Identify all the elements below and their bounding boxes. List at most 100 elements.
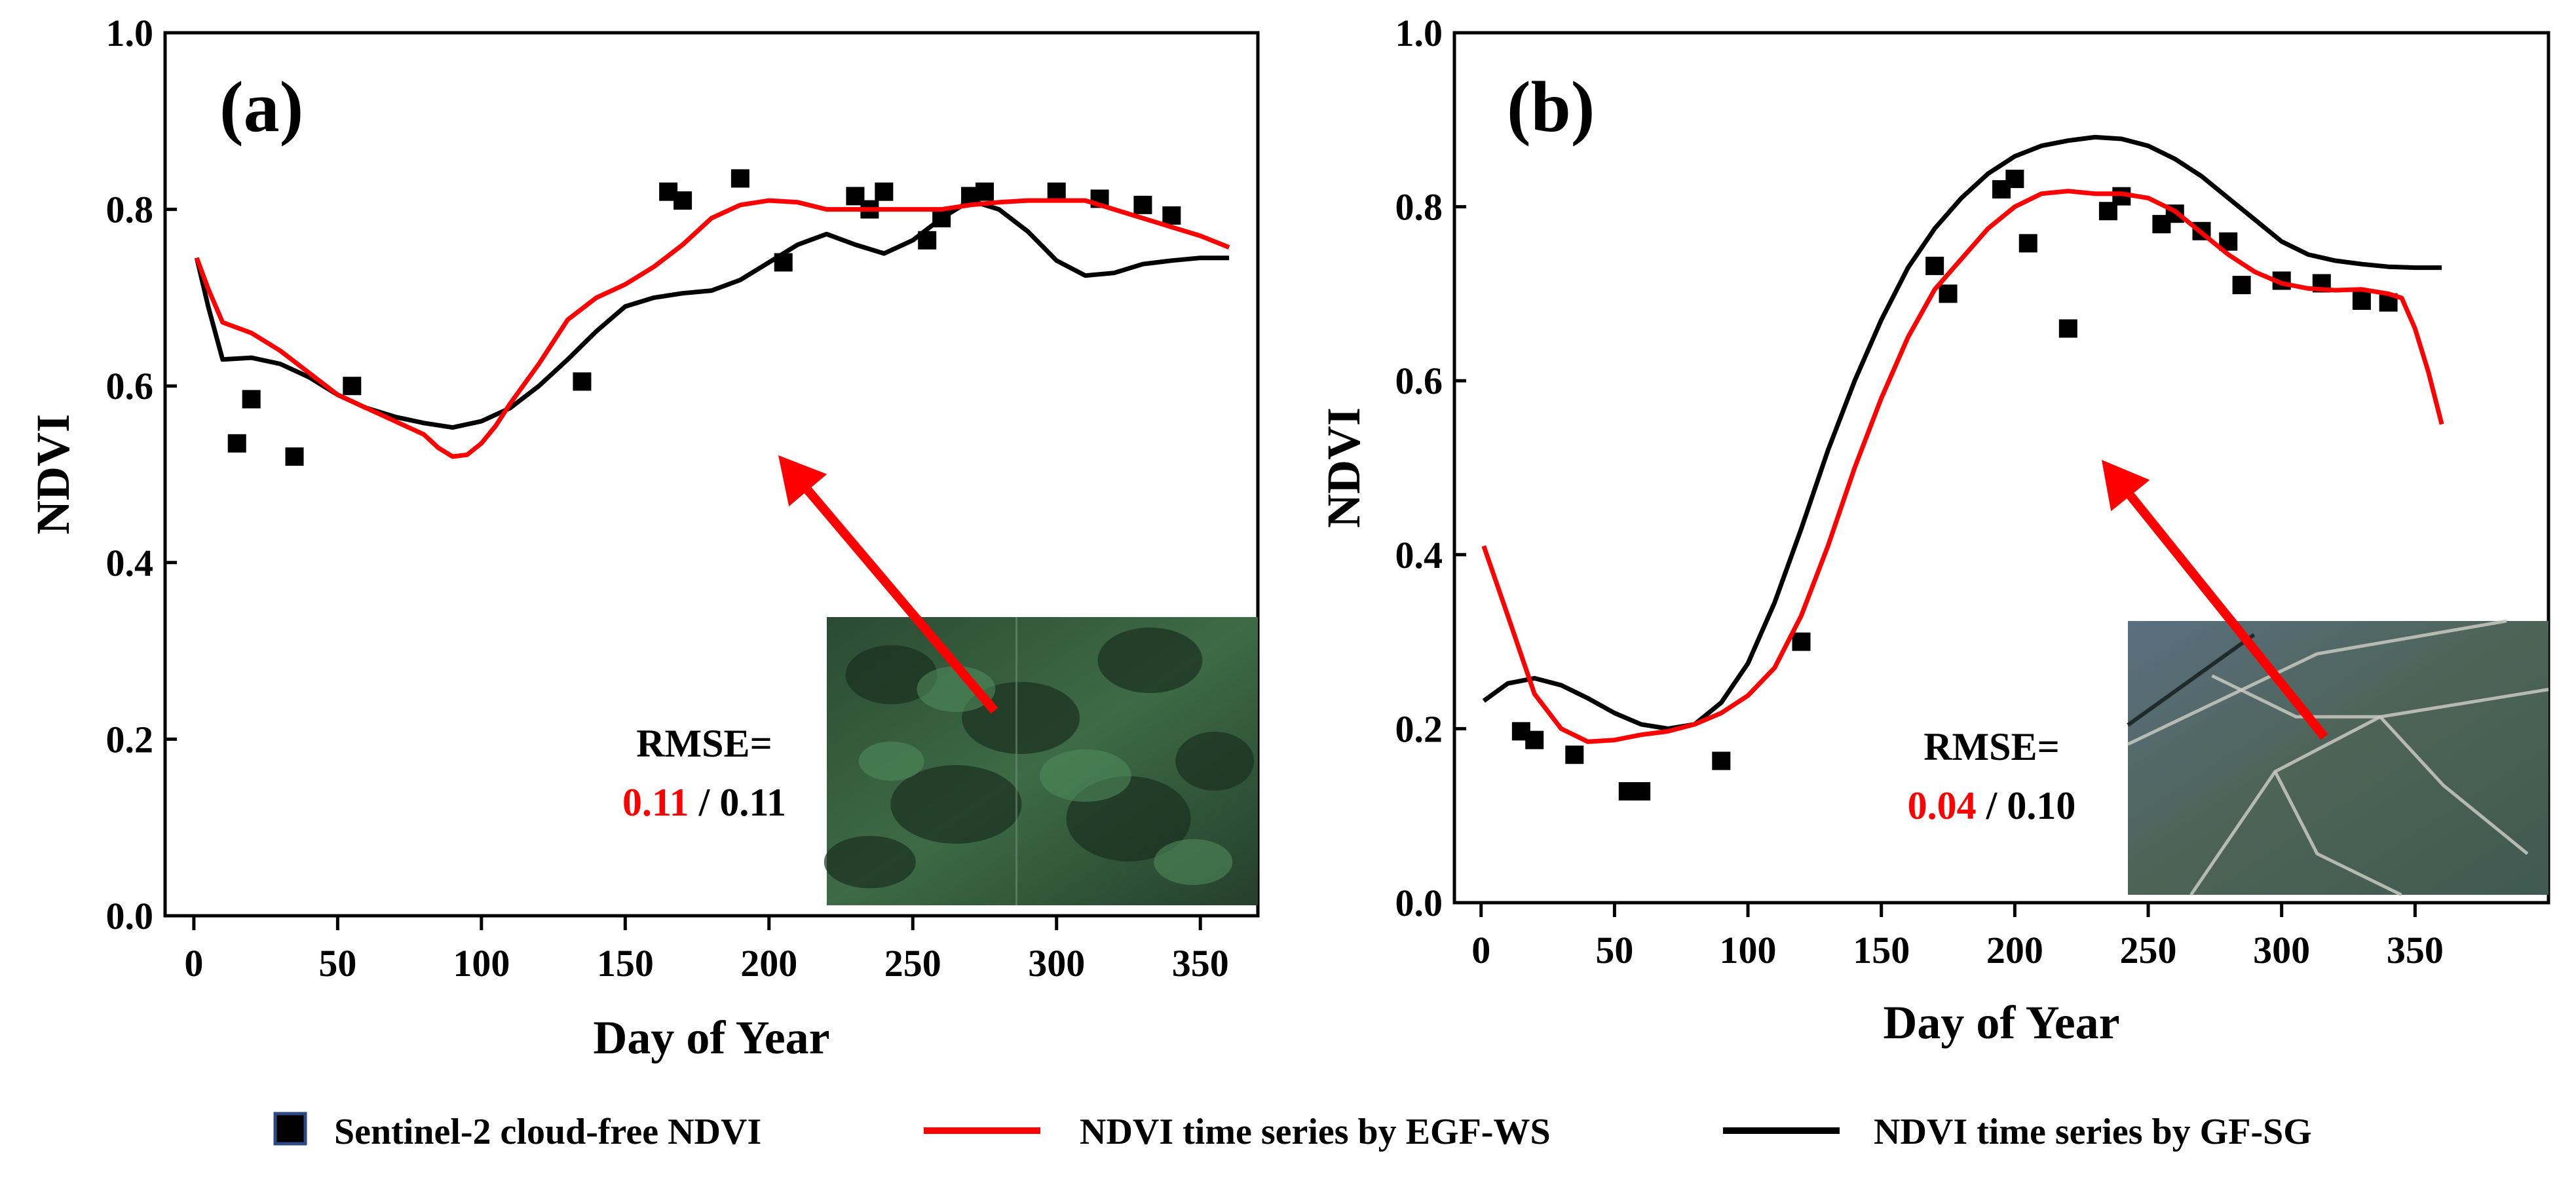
x-tick-label: 50 (318, 942, 356, 985)
plot-frame (1452, 31, 2550, 905)
x-tick-label: 350 (1172, 942, 1229, 985)
scatter-point (1047, 182, 1066, 201)
scatter-point (2352, 292, 2371, 310)
panel-label: (b) (1507, 67, 1595, 147)
inset-canopy (1154, 839, 1233, 885)
inset-shadow (845, 645, 938, 704)
rmse-values: 0.11 / 0.11 (622, 781, 786, 824)
scatter-point (2058, 319, 2077, 338)
series-line-egf-ws (1481, 189, 2444, 744)
rmse-separator: / (689, 781, 720, 824)
scatter-point (975, 182, 994, 201)
y-axis-label: NDVI (1317, 407, 1370, 528)
scatter-point (673, 191, 692, 210)
y-tick-label: 1.0 (106, 12, 154, 54)
scatter-point (730, 169, 749, 188)
y-tick-label: 0.2 (1395, 707, 1443, 750)
y-tick-label: 0.8 (1395, 186, 1443, 229)
plot-frame (163, 31, 1260, 918)
x-tick-label: 50 (1595, 929, 1633, 971)
x-tick-label: 250 (884, 942, 941, 985)
x-tick-label: 200 (740, 942, 797, 985)
scatter-point (875, 182, 894, 201)
legend-marker-sentinel (273, 1112, 307, 1146)
y-tick-label: 0.2 (106, 718, 154, 761)
rmse-separator: / (1977, 784, 2007, 827)
scatter-point (2005, 170, 2024, 189)
y-tick-label: 1.0 (1395, 12, 1443, 54)
rmse-values: 0.04 / 0.10 (1908, 784, 2076, 827)
annotation-arrow (2127, 493, 2328, 740)
legend-label: NDVI time series by GF-SG (1874, 1112, 2312, 1152)
cropland-satellite-inset (2127, 619, 2549, 897)
series-line-gf-sg (1482, 134, 2442, 731)
inset-road (2273, 770, 2402, 897)
x-tick-label: 300 (2253, 929, 2310, 971)
scatter-point (573, 372, 592, 391)
rmse-egf-ws: 0.04 (1908, 784, 1977, 827)
rmse-label: RMSE= (636, 722, 772, 765)
scatter-point (1133, 195, 1152, 214)
scatter-point (285, 447, 304, 466)
x-tick-label: 250 (2120, 929, 2177, 971)
y-tick-label: 0.8 (106, 189, 154, 231)
inset-shadow (824, 836, 916, 888)
inset-canopy (858, 742, 924, 781)
scatter-point (1925, 256, 1944, 275)
x-axis-label: Day of Year (1883, 996, 2119, 1049)
legend: Sentinel-2 cloud-free NDVI NDVI time seri… (273, 1112, 2312, 1152)
x-tick-label: 0 (1471, 929, 1490, 971)
x-tick-label: 0 (184, 942, 203, 985)
scatter-point (2018, 234, 2037, 253)
annotation-arrow (804, 487, 998, 714)
y-tick-label: 0.6 (106, 365, 154, 407)
y-axis-label: NDVI (27, 414, 79, 535)
scatter-point (1939, 284, 1958, 303)
scatter-point (2232, 276, 2251, 295)
rmse-egf-ws: 0.11 (622, 781, 689, 824)
x-tick-label: 100 (1720, 929, 1777, 971)
inset-track (2127, 633, 2256, 727)
series-line-egf-ws (195, 198, 1230, 459)
legend-label: Sentinel-2 cloud-free NDVI (334, 1112, 761, 1152)
rmse-label: RMSE= (1923, 725, 2060, 768)
inset-road (2211, 674, 2381, 719)
x-tick-label: 300 (1028, 942, 1085, 985)
inset-canopy (1039, 749, 1131, 802)
inset-road (2127, 619, 2507, 746)
arrow-head (778, 455, 827, 506)
x-tick-label: 200 (1986, 929, 2043, 971)
x-axis-label: Day of Year (593, 1011, 829, 1064)
scatter-point (1792, 632, 1811, 651)
arrow-head (2102, 460, 2150, 512)
forest-satellite-inset (824, 617, 1258, 905)
x-tick-label: 350 (2387, 929, 2444, 971)
inset-shadow (1097, 628, 1203, 693)
y-tick-label: 0.4 (106, 542, 154, 584)
scatter-point (1162, 206, 1181, 225)
chart-panel-a: 0.0 0.2 0.4 0.6 0.8 1.0 0 50 100 150 200 250 300 350 D… (27, 12, 1260, 1064)
scatter-point (1712, 751, 1731, 770)
inset-shadow (890, 765, 1022, 844)
inset-road (2379, 715, 2529, 856)
scatter-point (1525, 730, 1544, 749)
legend-label: NDVI time series by EGF-WS (1080, 1112, 1551, 1152)
x-tick-label: 150 (1853, 929, 1910, 971)
x-tick-label: 100 (453, 942, 510, 985)
y-tick-label: 0.0 (1395, 882, 1443, 924)
scatter-point (343, 377, 362, 396)
y-tick-label: 0.6 (1395, 360, 1443, 402)
inset-shadow (1175, 732, 1255, 791)
chart-panel-b: 0.0 0.2 0.4 0.6 0.8 1.0 0 50 100 150 200 250 300 350 D… (1317, 12, 2550, 1049)
rmse-gf-sg: 0.11 (719, 781, 786, 824)
y-tick-label: 0.4 (1395, 534, 1443, 576)
inset-road (2189, 688, 2549, 896)
panel-label: (a) (219, 67, 303, 147)
inset-background (2128, 621, 2548, 895)
scatter-point (1632, 782, 1651, 801)
rmse-gf-sg: 0.10 (2007, 784, 2075, 827)
scatter-point (1565, 745, 1584, 764)
y-tick-label: 0.0 (106, 895, 154, 937)
inset-canopy (917, 666, 996, 712)
